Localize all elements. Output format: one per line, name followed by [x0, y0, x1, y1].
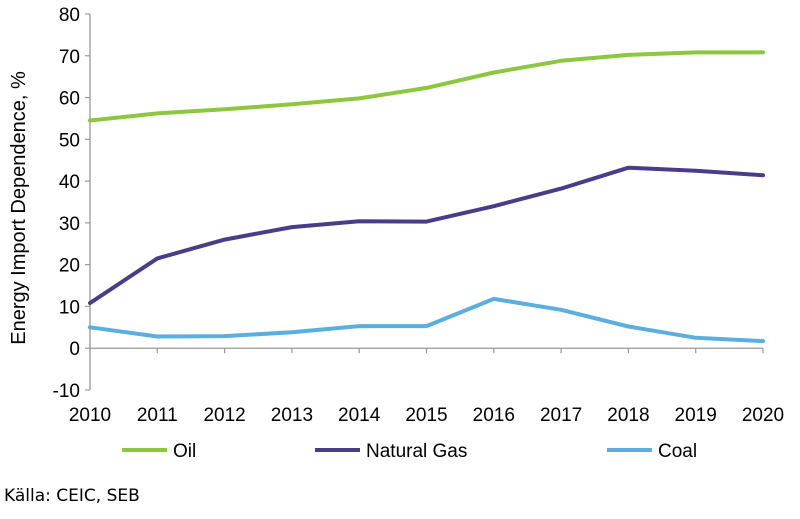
- y-tick-label: 40: [59, 172, 80, 193]
- x-tick-label: 2012: [203, 405, 245, 426]
- x-tick-labels: 2010 2011 2012 2013 2014 2015 2016 2017 2018 2019…: [69, 405, 784, 426]
- legend-label-coal: Coal: [658, 441, 697, 462]
- x-tick-label: 2020: [742, 405, 784, 426]
- y-tick-label: 30: [59, 214, 80, 235]
- series-lines: [88, 50, 765, 344]
- x-tick-label: 2015: [405, 405, 447, 426]
- y-tick-label: 20: [59, 256, 80, 277]
- legend-label-oil: Oil: [173, 441, 196, 462]
- source-note: Källa: CEIC, SEB: [4, 486, 140, 506]
- x-tick-label: 2010: [69, 405, 111, 426]
- legend-item-natural-gas: Natural Gas: [315, 441, 467, 462]
- legend: Oil Natural Gas Coal: [122, 441, 697, 462]
- legend-item-coal: Coal: [607, 441, 697, 462]
- y-tick-label: 0: [69, 339, 80, 360]
- y-tick-label: -10: [53, 381, 80, 402]
- x-tick-label: 2017: [540, 405, 582, 426]
- y-tick-label: 60: [59, 89, 80, 110]
- y-tick-label: 10: [59, 297, 80, 318]
- x-tick-label: 2011: [137, 405, 178, 426]
- series-line-natural-gas: [88, 165, 765, 306]
- x-tick-label: 2016: [473, 405, 515, 426]
- x-tick-label: 2019: [675, 405, 717, 426]
- x-tick-label: 2013: [271, 405, 313, 426]
- y-axis-label: Energy Import Dependence, %: [8, 71, 30, 345]
- series-line-oil: [88, 50, 765, 123]
- x-tick-label: 2014: [338, 405, 381, 426]
- series-line-coal: [88, 296, 765, 344]
- y-tick-label: 50: [59, 130, 80, 151]
- y-tick-labels: -10 0 10 20 30 40 50 60 70 80: [53, 5, 80, 402]
- y-tick-label: 80: [59, 5, 80, 26]
- legend-item-oil: Oil: [122, 441, 196, 462]
- x-tick-label: 2018: [607, 405, 649, 426]
- y-tick-label: 70: [59, 47, 80, 68]
- legend-label-natural-gas: Natural Gas: [366, 441, 467, 462]
